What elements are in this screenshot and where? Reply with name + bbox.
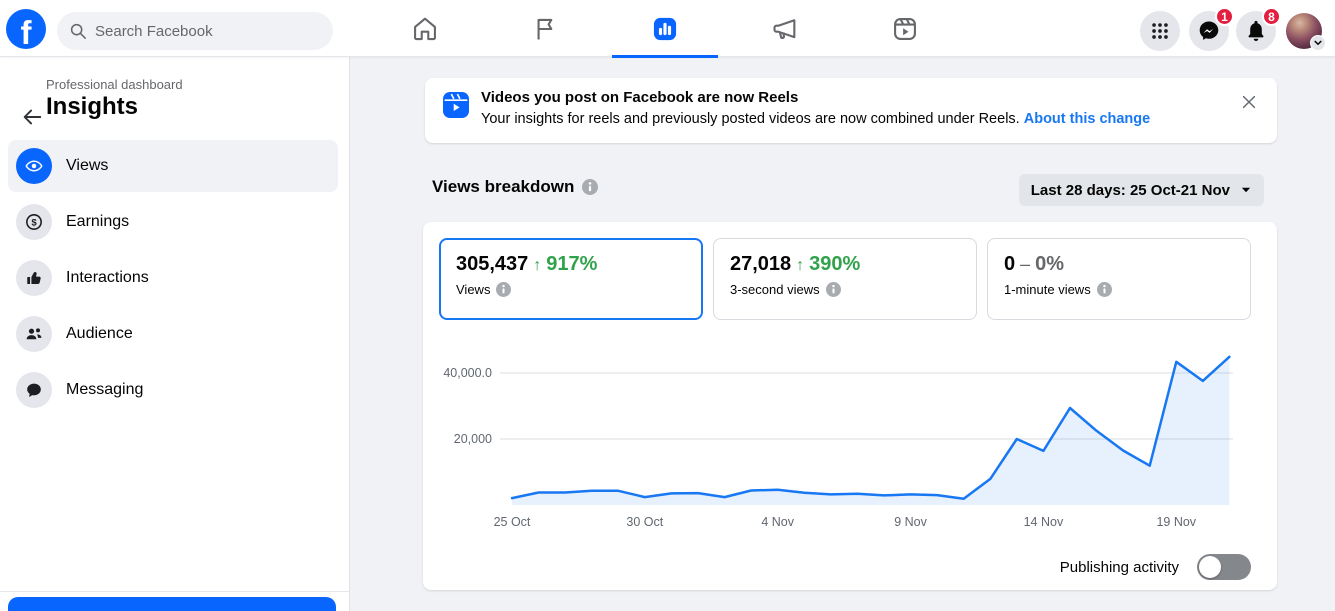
stat-value: 27,018 [730, 253, 792, 275]
sidebar-item-label: Earnings [66, 213, 130, 230]
insights-bar-chart-icon [651, 15, 679, 43]
thumbs-up-icon [16, 260, 52, 296]
chat-icon [16, 372, 52, 408]
svg-text:$: $ [31, 218, 37, 229]
nav-tab-ads[interactable] [732, 0, 838, 57]
grid-menu-icon [1149, 20, 1171, 42]
eye-icon [16, 148, 52, 184]
nav-tab-home[interactable] [372, 0, 478, 57]
breadcrumb: Professional dashboard [46, 77, 183, 92]
stat-delta: 390% [809, 253, 861, 275]
section-title: Views breakdown [432, 177, 575, 196]
publishing-activity-toggle[interactable] [1197, 554, 1251, 580]
sidebar-divider [0, 591, 349, 592]
sidebar-item-earnings[interactable]: $ Earnings [8, 196, 338, 248]
nav-tab-insights[interactable] [612, 0, 718, 58]
date-range-selector[interactable]: Last 28 days: 25 Oct-21 Nov [1018, 174, 1264, 206]
stat-delta: 917% [546, 253, 598, 275]
dollar-icon: $ [16, 204, 52, 240]
reels-icon [891, 15, 919, 43]
flag-icon [531, 15, 559, 43]
stat-label: 3-second views [730, 282, 820, 297]
views-line-chart: 20,000 40,000.0 25 Oct 30 Oct 4 Nov 9 Nov 14 N… [431, 348, 1243, 534]
svg-text:4 Nov: 4 Nov [761, 515, 794, 529]
sidebar-item-messaging[interactable]: Messaging [8, 364, 338, 416]
search-input[interactable] [57, 12, 333, 50]
banner-subtitle: Your insights for reels and previously p… [481, 111, 1150, 127]
reels-announcement-banner: Videos you post on Facebook are now Reel… [425, 78, 1277, 143]
sidebar-menu: Views $ Earnings Interactions Audience [8, 140, 338, 420]
sidebar-item-interactions[interactable]: Interactions [8, 252, 338, 304]
trend-up-arrow-icon: ↑ [533, 257, 542, 274]
home-icon [411, 15, 439, 43]
caret-down-icon [1240, 184, 1252, 196]
stat-card-1-minute-views[interactable]: 0 – 0% 1-minute views [987, 238, 1251, 320]
chevron-down-icon [1310, 35, 1326, 51]
notifications-button[interactable]: 8 [1236, 7, 1281, 51]
info-icon[interactable] [825, 282, 841, 297]
info-icon[interactable] [496, 282, 512, 297]
svg-text:20,000: 20,000 [454, 432, 492, 446]
info-icon[interactable] [1096, 282, 1112, 297]
svg-text:30 Oct: 30 Oct [626, 515, 663, 529]
close-icon [1239, 92, 1259, 112]
apps-menu-button[interactable] [1140, 11, 1180, 51]
messenger-button[interactable]: 1 [1189, 7, 1234, 51]
profile-avatar[interactable] [1286, 13, 1326, 51]
stat-card-3-second-views[interactable]: 27,018 ↑ 390% 3-second views [713, 238, 977, 320]
page-title: Insights [46, 93, 139, 120]
sidebar-item-label: Audience [66, 325, 133, 342]
stat-label: 1-minute views [1004, 282, 1091, 297]
reels-blue-icon [443, 92, 469, 118]
back-arrow-icon [21, 106, 43, 128]
sidebar-item-label: Messaging [66, 381, 144, 398]
views-breakdown-panel: 305,437 ↑ 917% Views 27,018 ↑ 390% [423, 222, 1277, 590]
back-button[interactable] [16, 101, 48, 133]
sidebar-item-audience[interactable]: Audience [8, 308, 338, 360]
bell-icon [1244, 19, 1268, 43]
messenger-icon [1197, 19, 1221, 43]
messenger-badge: 1 [1215, 7, 1234, 26]
toggle-knob [1199, 556, 1221, 578]
date-range-label: Last 28 days: 25 Oct-21 Nov [1030, 181, 1230, 199]
stat-delta: 0% [1035, 253, 1065, 275]
stat-value: 0 [1004, 253, 1016, 275]
sidebar-bottom-button[interactable] [8, 597, 336, 611]
svg-text:25 Oct: 25 Oct [494, 515, 531, 529]
sidebar-item-label: Views [66, 157, 109, 174]
search-field[interactable] [95, 22, 321, 40]
svg-text:19 Nov: 19 Nov [1156, 515, 1196, 529]
publishing-activity-label: Publishing activity [1059, 558, 1179, 576]
trend-flat-dash-icon: – [1020, 254, 1031, 274]
about-this-change-link[interactable]: About this change [1023, 111, 1151, 127]
stat-card-views[interactable]: 305,437 ↑ 917% Views [439, 238, 703, 320]
banner-close-button[interactable] [1235, 88, 1263, 116]
nav-tab-pages[interactable] [492, 0, 598, 57]
top-navigation-bar: f [0, 0, 1335, 58]
info-icon[interactable] [582, 179, 599, 195]
trend-up-arrow-icon: ↑ [796, 257, 805, 274]
banner-title: Videos you post on Facebook are now Reel… [481, 89, 799, 106]
nav-tab-reels[interactable] [852, 0, 958, 57]
megaphone-icon [771, 15, 799, 43]
active-tab-underline [612, 55, 718, 58]
sidebar-item-views[interactable]: Views [8, 140, 338, 192]
facebook-logo[interactable]: f [6, 9, 46, 49]
chart-footer: Publishing activity [423, 544, 1277, 590]
svg-text:9 Nov: 9 Nov [894, 515, 927, 529]
views-breakdown-header: Views breakdown [432, 177, 599, 197]
notifications-badge: 8 [1262, 7, 1281, 26]
svg-text:40,000.0: 40,000.0 [443, 366, 492, 380]
sidebar-item-label: Interactions [66, 269, 149, 286]
people-icon [16, 316, 52, 352]
svg-text:14 Nov: 14 Nov [1024, 515, 1064, 529]
stat-label: Views [456, 282, 491, 297]
search-icon [69, 22, 87, 40]
main-content: Videos you post on Facebook are now Reel… [350, 57, 1335, 611]
banner-subtitle-text: Your insights for reels and previously p… [481, 111, 1020, 127]
stat-value: 305,437 [456, 253, 529, 275]
insights-sidebar: Professional dashboard Insights Views $ … [0, 57, 350, 611]
